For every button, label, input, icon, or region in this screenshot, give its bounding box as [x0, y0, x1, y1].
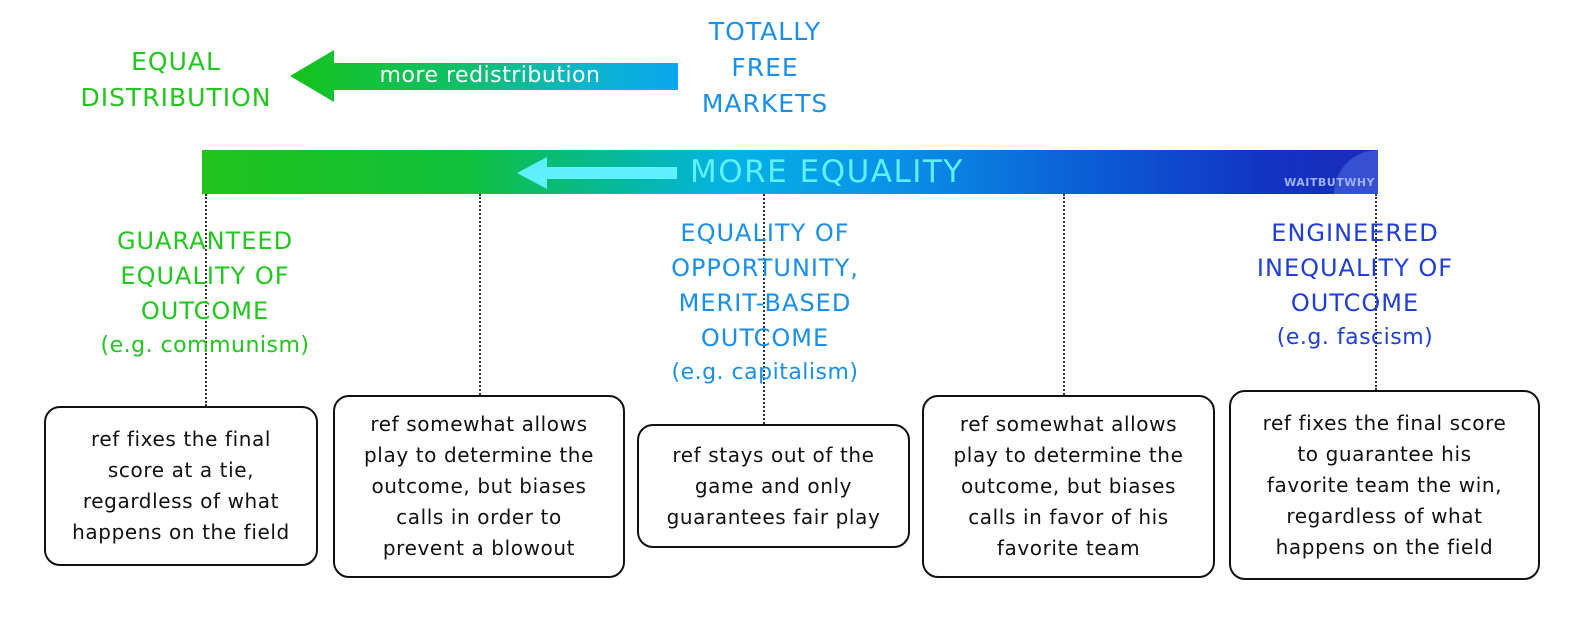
scenario-box-tie: ref fixes the final score at a tie, rega…	[44, 406, 318, 566]
scenario-box-favor-team: ref somewhat allows play to determine th…	[922, 395, 1215, 578]
totally-free-markets-label: TOTALLY FREE MARKETS	[701, 17, 829, 118]
connector-3	[763, 194, 765, 424]
connector-2	[479, 194, 481, 395]
scenario-box-fair-play: ref stays out of the game and only guara…	[637, 424, 910, 548]
scenario-box-prevent-blowout: ref somewhat allows play to determine th…	[333, 395, 625, 578]
more-equality-label: MORE EQUALITY	[690, 154, 964, 190]
scenario-box-guarantee-win: ref fixes the final score to guarantee h…	[1229, 390, 1540, 580]
guaranteed-equality-heading: GUARANTEED EQUALITY OF OUTCOME (e.g. com…	[60, 224, 350, 363]
connector-1	[205, 194, 207, 406]
communism-example: (e.g. communism)	[100, 333, 310, 358]
equality-of-opportunity-heading: EQUALITY OF OPPORTUNITY, MERIT-BASED OUT…	[610, 216, 920, 390]
capitalism-example: (e.g. capitalism)	[671, 360, 859, 385]
equal-distribution-label: EQUAL DISTRIBUTION	[80, 47, 272, 112]
redistribution-arrow	[290, 50, 678, 102]
fascism-example: (e.g. fascism)	[1276, 325, 1434, 350]
more-redistribution-label: more redistribution	[379, 63, 601, 88]
connector-5	[1375, 194, 1377, 390]
connector-4	[1063, 194, 1065, 395]
equality-spectrum-bar	[202, 150, 1378, 194]
engineered-inequality-heading: ENGINEERED INEQUALITY OF OUTCOME (e.g. f…	[1210, 216, 1500, 355]
left-arrow-icon	[517, 157, 677, 189]
waitbutwhy-watermark: WAITBUTWHY	[1284, 176, 1375, 189]
